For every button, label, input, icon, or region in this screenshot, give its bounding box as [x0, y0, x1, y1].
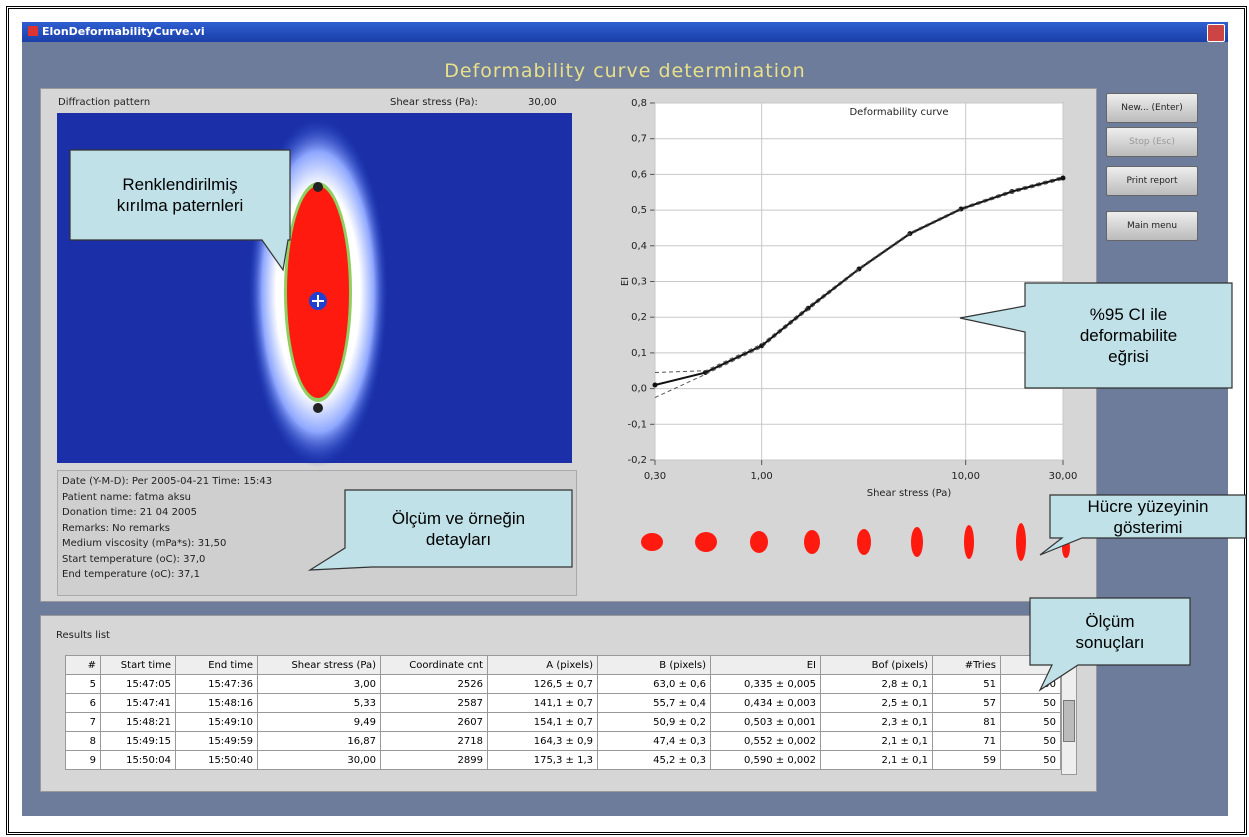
callout-layer [0, 0, 1249, 837]
callout-text: Renklendirilmiş kırılma paternleri [70, 150, 290, 240]
callout-text: Ölçüm sonuçları [1030, 598, 1190, 665]
callout-text: Hücre yüzeyinin gösterimi [1050, 495, 1246, 538]
callout-text: Ölçüm ve örneğin detayları [345, 490, 572, 567]
screen: ElonDeformabilityCurve.vi Deformability … [0, 0, 1249, 837]
callout-text: %95 CI ile deformabilite eğrisi [1025, 283, 1232, 388]
